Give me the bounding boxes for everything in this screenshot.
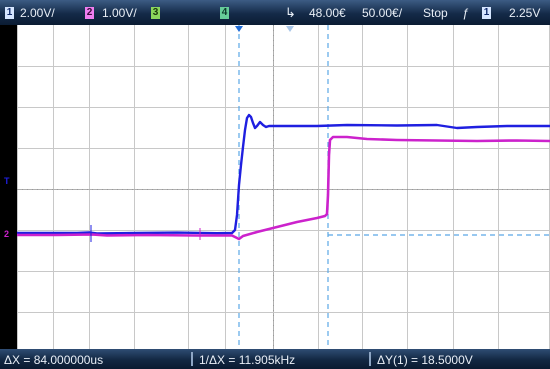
trigger-source[interactable]: 1 (482, 7, 491, 19)
run-state[interactable]: Stop (423, 6, 448, 20)
center-ticks (17, 25, 550, 349)
separator (191, 352, 193, 366)
channel-2-trace (17, 135, 550, 241)
time-scale[interactable]: 50.00€/ (362, 6, 403, 20)
inverse-delta-x-readout: 1/ΔX = 11.905kHz (199, 353, 296, 367)
delta-x-readout: ΔX = 84.000000us (4, 353, 104, 367)
cursor-x1-marker[interactable] (235, 26, 243, 32)
channel-3-number[interactable]: 3 (151, 7, 160, 19)
measurement-bar: ΔX = 84.000000us 1/ΔX = 11.905kHz ΔY(1) … (0, 349, 550, 369)
channel-2-scale[interactable]: 1.00V/ (102, 6, 137, 20)
channel-2-number[interactable]: 2 (85, 7, 94, 19)
channel-1-trace (17, 113, 550, 235)
channel-4-number[interactable]: 4 (220, 7, 229, 19)
noise-spikes (90, 225, 201, 242)
status-bar: 1 2.00V/ 2 1.00V/ 3 4 ↳ 48.00€ 50.00€/ S… (0, 0, 550, 25)
separator (369, 352, 371, 366)
channel-1-scale[interactable]: 2.00V/ (20, 6, 55, 20)
time-offset[interactable]: 48.00€ (309, 6, 346, 20)
trigger-level[interactable]: 2.25V (509, 6, 541, 20)
channel-1-number[interactable]: 1 (5, 7, 14, 19)
trigger-edge-icon: ↳ (285, 5, 296, 20)
waveform-display[interactable] (17, 25, 550, 349)
waveform-plot (17, 25, 550, 349)
channel-2-ground-marker: 2 (4, 229, 10, 239)
trigger-slope-icon: ƒ (462, 6, 469, 20)
trigger-position-marker[interactable] (286, 26, 294, 32)
trigger-level-marker: T (4, 176, 10, 186)
delta-y-readout: ΔY(1) = 18.5000V (377, 353, 473, 367)
grid (17, 25, 550, 349)
cursors[interactable] (238, 25, 550, 349)
